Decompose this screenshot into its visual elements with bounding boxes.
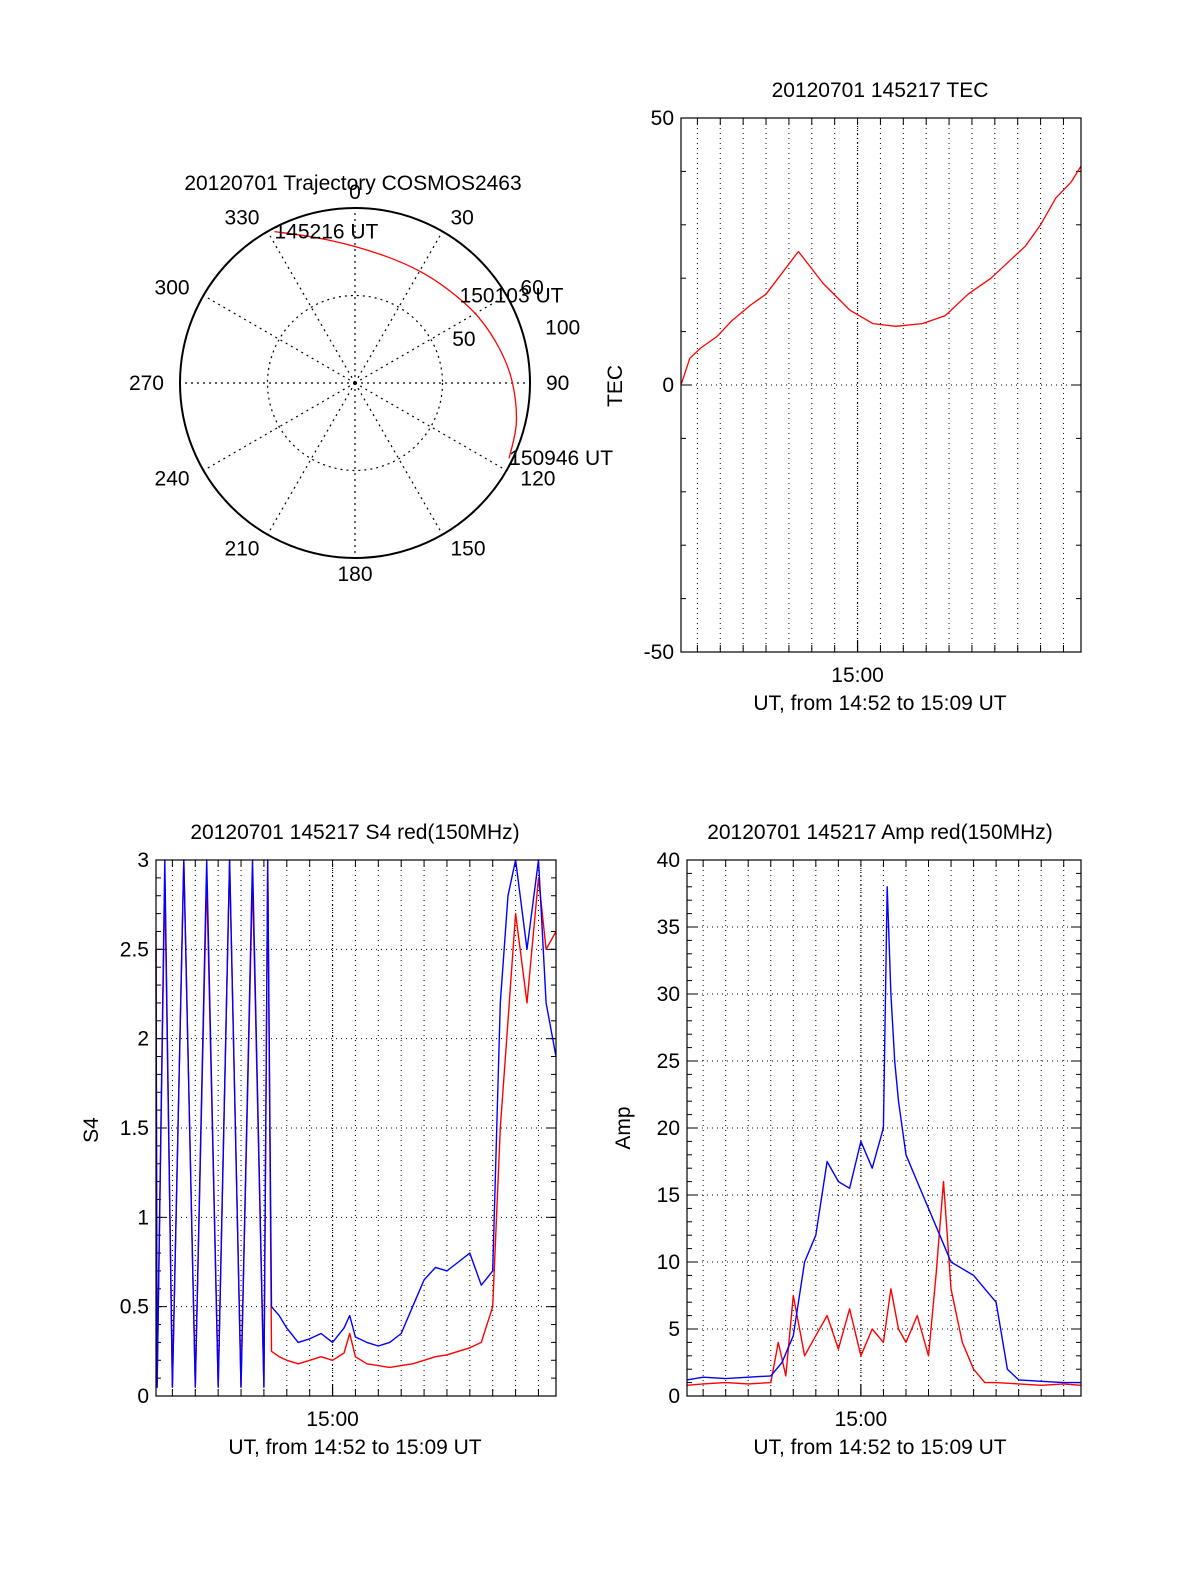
trajectory-polar-panel: 20120701 Trajectory COSMOS2463 50 100 0 30 6… — [129, 172, 613, 586]
trajectory-title: 20120701 Trajectory COSMOS2463 — [184, 172, 521, 195]
tec-ylabel: TEC — [604, 365, 627, 407]
y-tick-label: 50 — [651, 107, 674, 130]
polar-range-label: 50 — [452, 328, 475, 351]
y-tick-label: 5 — [668, 1318, 680, 1341]
plot-frame — [155, 859, 557, 1397]
amp-chart-panel: 20120701 145217 Amp red(150MHz) UT, from… — [612, 821, 1082, 1459]
y-tick-label: 3 — [137, 849, 149, 872]
y-tick-label: 2 — [137, 1028, 149, 1051]
s4-ylabel: S4 — [80, 1117, 103, 1143]
polar-angle-label: 270 — [129, 372, 164, 395]
y-tick-label: 40 — [657, 849, 680, 872]
y-tick-label: 30 — [657, 983, 680, 1006]
y-tick-label: 0 — [668, 1385, 680, 1408]
series-line — [686, 886, 1081, 1384]
polar-angle-label: 180 — [337, 563, 372, 586]
y-tick-label: 20 — [657, 1117, 680, 1140]
y-tick-label: 0.5 — [120, 1296, 149, 1319]
amp-xlabel: UT, from 14:52 to 15:09 UT — [753, 1436, 1006, 1459]
series-line — [680, 165, 1082, 386]
trajectory-time-label: 150946 UT — [509, 447, 613, 470]
polar-angle-label: 120 — [520, 468, 555, 491]
polar-spoke — [354, 294, 507, 384]
y-tick-label: -50 — [644, 641, 674, 664]
polar-spoke — [266, 231, 356, 384]
polar-spoke — [203, 294, 356, 384]
polar-range-label: 100 — [545, 316, 580, 339]
amp-ylabel: Amp — [612, 1106, 635, 1149]
trajectory-time-label: 150103 UT — [460, 284, 564, 307]
amp-title: 20120701 145217 Amp red(150MHz) — [707, 821, 1053, 844]
y-tick-label: 25 — [657, 1050, 680, 1073]
polar-angle-label: 300 — [155, 277, 190, 300]
polar-angle-label: 30 — [451, 207, 474, 230]
x-tick-label: 15:00 — [306, 1408, 359, 1431]
x-tick-label: 15:00 — [835, 1408, 888, 1431]
s4-xlabel: UT, from 14:52 to 15:09 UT — [228, 1436, 481, 1459]
polar-angle-label: 330 — [224, 207, 259, 230]
y-tick-label: 35 — [657, 916, 680, 939]
polar-spoke — [203, 382, 356, 472]
series-line — [155, 859, 557, 1388]
tec-chart-panel: 20120701 145217 TEC UT, from 14:52 to 15… — [604, 79, 1082, 715]
y-tick-label: 1 — [137, 1206, 149, 1229]
x-tick-label: 15:00 — [831, 664, 884, 687]
trajectory-line — [274, 230, 518, 459]
polar-angle-label: 60 — [520, 277, 543, 300]
polar-spoke — [354, 382, 507, 472]
y-tick-label: 2.5 — [120, 938, 149, 961]
polar-angle-label: 0 — [349, 181, 361, 204]
y-tick-label: 15 — [657, 1184, 680, 1207]
plot-frame — [680, 117, 1082, 653]
polar-range-ring — [266, 294, 444, 472]
y-tick-label: 0 — [662, 374, 674, 397]
y-tick-label: 1.5 — [120, 1117, 149, 1140]
polar-spoke — [354, 382, 444, 535]
y-tick-label: 0 — [137, 1385, 149, 1408]
s4-title: 20120701 145217 S4 red(150MHz) — [190, 821, 519, 844]
tec-title: 20120701 145217 TEC — [772, 79, 989, 102]
polar-angle-label: 210 — [224, 537, 259, 560]
y-tick-label: 10 — [657, 1251, 680, 1274]
polar-angle-label: 150 — [451, 537, 486, 560]
tec-xlabel: UT, from 14:52 to 15:09 UT — [753, 692, 1006, 715]
polar-angle-label: 90 — [546, 372, 569, 395]
polar-spoke — [266, 382, 356, 535]
plot-frame — [686, 859, 1082, 1397]
series-line — [686, 1180, 1082, 1387]
polar-spoke — [354, 231, 444, 384]
s4-chart-panel: 20120701 145217 S4 red(150MHz) UT, from … — [80, 821, 557, 1459]
polar-angle-label: 240 — [155, 468, 190, 491]
trajectory-time-label: 145216 UT — [274, 221, 378, 244]
